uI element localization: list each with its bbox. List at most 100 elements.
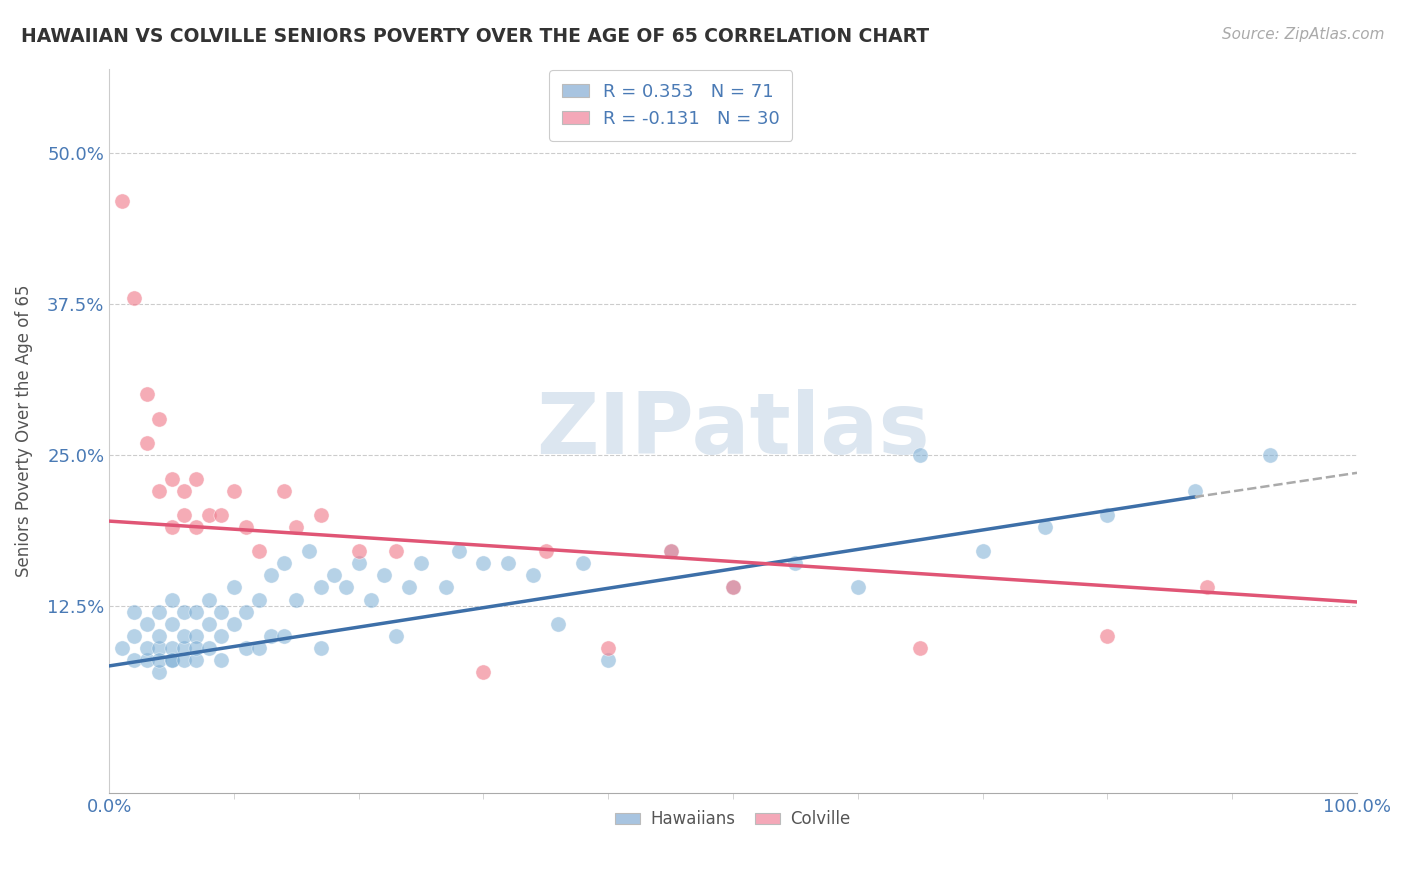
Point — [122, 605, 145, 619]
Point — [209, 508, 232, 522]
Point — [498, 557, 520, 571]
Point — [173, 640, 195, 655]
Point — [846, 581, 869, 595]
Point — [434, 581, 457, 595]
Point — [148, 653, 170, 667]
Point — [273, 557, 295, 571]
Point — [186, 520, 208, 534]
Point — [472, 557, 495, 571]
Point — [547, 616, 569, 631]
Point — [385, 629, 408, 643]
Point — [186, 472, 208, 486]
Point — [398, 581, 420, 595]
Point — [160, 472, 183, 486]
Point — [148, 411, 170, 425]
Point — [173, 605, 195, 619]
Point — [173, 629, 195, 643]
Point — [598, 640, 620, 655]
Point — [198, 508, 221, 522]
Point — [160, 640, 183, 655]
Point — [198, 616, 221, 631]
Point — [347, 544, 370, 558]
Point — [135, 653, 157, 667]
Point — [186, 640, 208, 655]
Point — [186, 605, 208, 619]
Point — [198, 592, 221, 607]
Point — [160, 653, 183, 667]
Point — [148, 665, 170, 679]
Y-axis label: Seniors Poverty Over the Age of 65: Seniors Poverty Over the Age of 65 — [15, 285, 32, 577]
Point — [309, 581, 332, 595]
Point — [186, 629, 208, 643]
Point — [209, 629, 232, 643]
Point — [260, 629, 283, 643]
Point — [110, 640, 132, 655]
Point — [273, 629, 295, 643]
Point — [910, 640, 932, 655]
Point — [309, 508, 332, 522]
Point — [659, 544, 682, 558]
Point — [247, 592, 270, 607]
Point — [148, 629, 170, 643]
Point — [222, 616, 245, 631]
Point — [135, 640, 157, 655]
Point — [285, 592, 308, 607]
Point — [409, 557, 432, 571]
Point — [160, 653, 183, 667]
Point — [598, 653, 620, 667]
Point — [1097, 629, 1119, 643]
Point — [135, 387, 157, 401]
Point — [209, 653, 232, 667]
Point — [309, 640, 332, 655]
Point — [910, 448, 932, 462]
Point — [235, 605, 257, 619]
Legend: Hawaiians, Colville: Hawaiians, Colville — [609, 804, 858, 835]
Point — [160, 592, 183, 607]
Point — [110, 194, 132, 209]
Point — [148, 640, 170, 655]
Point — [122, 291, 145, 305]
Point — [360, 592, 382, 607]
Point — [247, 640, 270, 655]
Point — [373, 568, 395, 582]
Point — [385, 544, 408, 558]
Point — [572, 557, 595, 571]
Point — [1184, 483, 1206, 498]
Point — [1258, 448, 1281, 462]
Point — [721, 581, 744, 595]
Point — [198, 640, 221, 655]
Point — [335, 581, 357, 595]
Point — [209, 605, 232, 619]
Point — [472, 665, 495, 679]
Point — [122, 653, 145, 667]
Text: Source: ZipAtlas.com: Source: ZipAtlas.com — [1222, 27, 1385, 42]
Point — [322, 568, 344, 582]
Point — [1033, 520, 1056, 534]
Point — [785, 557, 807, 571]
Point — [148, 483, 170, 498]
Point — [447, 544, 470, 558]
Point — [273, 483, 295, 498]
Point — [235, 640, 257, 655]
Point — [173, 508, 195, 522]
Point — [148, 605, 170, 619]
Point — [135, 435, 157, 450]
Point — [522, 568, 544, 582]
Point — [160, 616, 183, 631]
Point — [260, 568, 283, 582]
Point — [235, 520, 257, 534]
Point — [222, 483, 245, 498]
Point — [298, 544, 321, 558]
Point — [173, 653, 195, 667]
Text: ZIPatlas: ZIPatlas — [536, 389, 929, 472]
Point — [285, 520, 308, 534]
Point — [347, 557, 370, 571]
Point — [173, 483, 195, 498]
Point — [160, 520, 183, 534]
Point — [721, 581, 744, 595]
Point — [972, 544, 994, 558]
Point — [659, 544, 682, 558]
Point — [135, 616, 157, 631]
Point — [186, 653, 208, 667]
Point — [222, 581, 245, 595]
